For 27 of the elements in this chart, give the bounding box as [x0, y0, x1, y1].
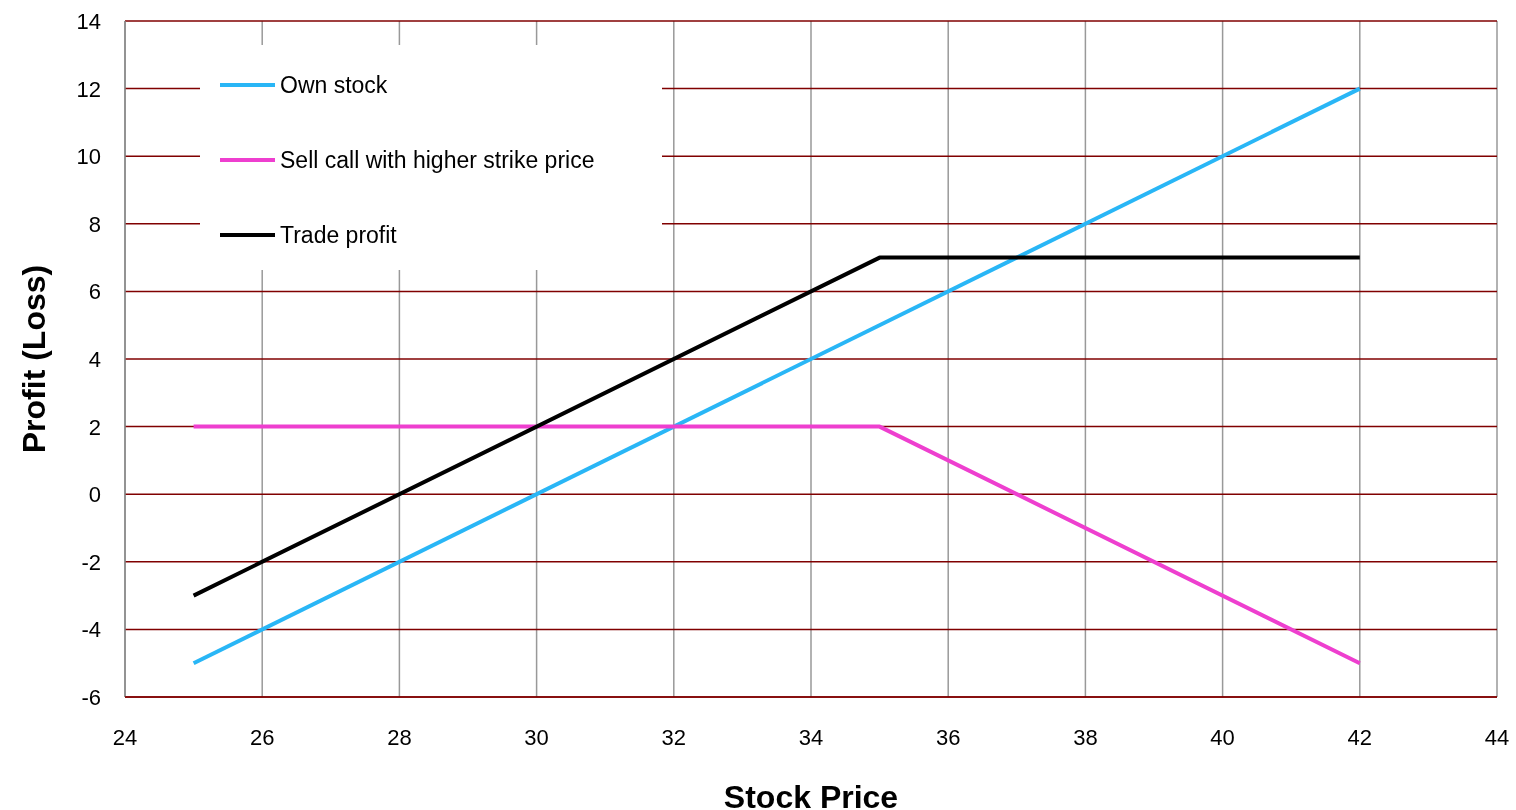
y-tick-label: 14: [76, 9, 101, 34]
y-tick-label: 8: [88, 211, 101, 237]
y-tick-label: 2: [88, 414, 101, 440]
y-tick-label: 10: [76, 144, 101, 170]
legend-label: Own stock: [280, 72, 388, 98]
x-tick-label: 44: [1484, 725, 1510, 750]
x-tick-label: 38: [1073, 725, 1098, 750]
y-tick-label: 4: [88, 347, 101, 372]
x-tick-label: 30: [524, 725, 549, 750]
x-tick-label: 24: [112, 725, 138, 750]
x-tick-label: 40: [1210, 725, 1235, 750]
x-tick-label: 36: [935, 725, 961, 750]
x-tick-label: 42: [1347, 725, 1373, 750]
x-tick-label: 32: [661, 725, 687, 750]
legend-label: Sell call with higher strike price: [280, 147, 595, 173]
y-axis-title: Profit (Loss): [16, 264, 52, 454]
y-tick-label: -6: [81, 685, 101, 710]
x-tick-label: 28: [387, 725, 412, 750]
x-axis-title: Stock Price: [723, 779, 899, 810]
x-tick-label: 34: [798, 725, 824, 750]
y-tick-label: -2: [81, 549, 101, 575]
legend-label: Trade profit: [280, 222, 398, 248]
y-tick-label: 6: [88, 279, 101, 305]
y-tick-label: 12: [76, 76, 101, 102]
y-tick-label: 0: [88, 482, 101, 508]
x-tick-label: 26: [249, 725, 275, 750]
y-tick-label: -4: [81, 617, 101, 643]
